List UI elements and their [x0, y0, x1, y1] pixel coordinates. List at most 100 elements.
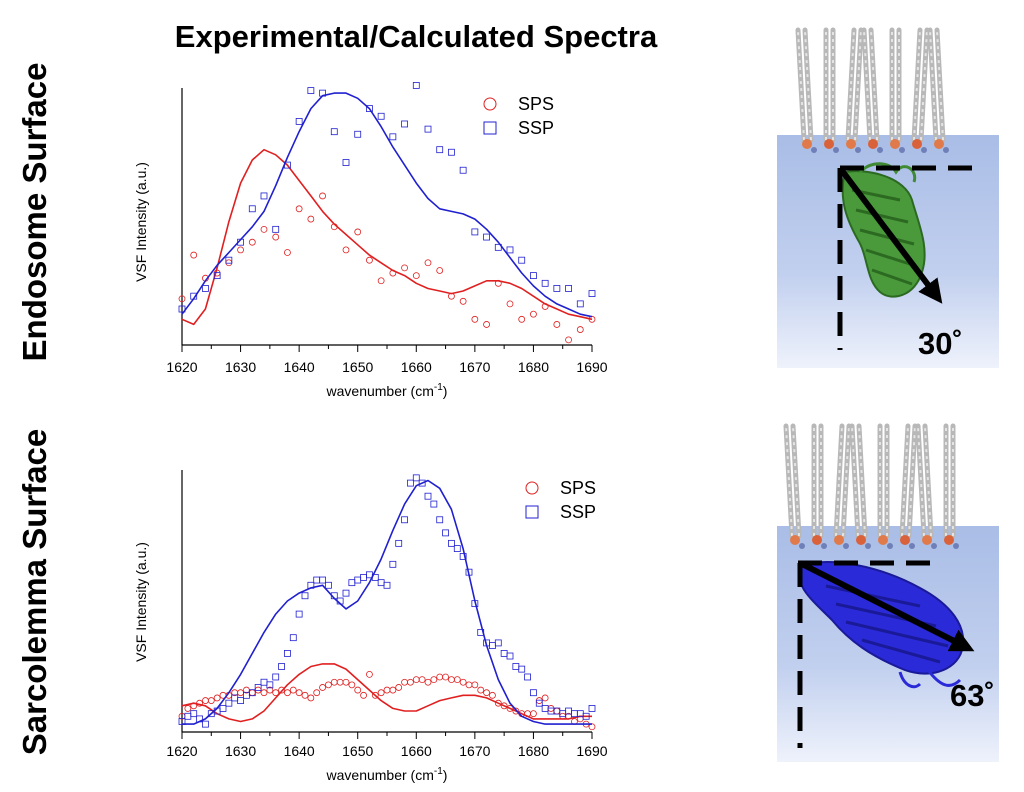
data-point-sps [336, 678, 344, 686]
data-point-ssp [489, 642, 496, 649]
lipid-headgroup [878, 535, 888, 545]
lipid-headgroup-n [921, 147, 927, 153]
legend-marker-sps [525, 481, 539, 495]
data-point-sps [295, 205, 303, 213]
legend-label-sps: SPS [518, 94, 554, 114]
data-point-sps [266, 686, 274, 694]
legend-label-ssp: SSP [518, 118, 554, 138]
data-point-sps [383, 686, 391, 694]
data-point-ssp [541, 705, 549, 712]
data-point-ssp [354, 576, 362, 584]
data-point-ssp [412, 474, 420, 482]
sarcolemma-membrane-illustration: 63˚ [777, 423, 999, 762]
data-point-sps [430, 676, 438, 683]
figure-title: Experimental/Calculated Spectra [175, 19, 658, 54]
data-point-sps [483, 321, 490, 328]
data-point-sps [389, 686, 397, 694]
data-point-sps [348, 681, 356, 689]
data-point-ssp [418, 479, 426, 487]
x-tick-label: 1630 [225, 743, 256, 759]
data-point-sps [289, 686, 297, 694]
data-point-sps [565, 336, 572, 344]
lipid-headgroup-n [887, 543, 893, 549]
data-point-ssp [401, 516, 408, 524]
lipid-tail-highlight [842, 425, 850, 537]
data-point-sps [260, 689, 268, 697]
data-point-ssp [383, 581, 391, 589]
data-point-ssp [202, 285, 209, 292]
lipid-headgroup-n [855, 147, 861, 153]
lipid-headgroup-n [943, 147, 949, 153]
data-point-sps [494, 699, 502, 707]
lipid-headgroup [868, 139, 878, 149]
data-point-ssp [506, 652, 514, 660]
data-point-ssp [342, 589, 350, 597]
data-point-ssp [307, 87, 315, 94]
data-point-sps [295, 689, 303, 697]
data-point-ssp [424, 492, 432, 500]
lipid-headgroup-n [953, 543, 959, 549]
lipid-layer-sarcolemma [783, 423, 959, 549]
lipid-tail-highlight [847, 29, 855, 141]
data-point-ssp [530, 272, 537, 280]
data-point-ssp [565, 285, 572, 292]
lipid-headgroup-n [799, 543, 805, 549]
data-point-ssp [260, 678, 268, 686]
data-point-sps [506, 705, 514, 712]
x-tick-label: 1660 [401, 743, 432, 759]
data-point-ssp [295, 118, 303, 125]
data-point-sps [436, 673, 444, 681]
orientation-arrow-sarcolemma [798, 560, 975, 652]
data-point-sps [272, 689, 280, 697]
data-point-ssp [588, 705, 596, 712]
data-point-ssp [530, 689, 537, 697]
lipid-headgroup [912, 139, 922, 149]
data-point-sps [436, 267, 444, 274]
data-point-ssp [512, 663, 520, 670]
data-point-sps [453, 676, 461, 683]
data-point-sps [366, 670, 373, 678]
data-point-ssp [202, 720, 209, 728]
lipid-headgroup-n [811, 147, 817, 153]
data-point-sps [301, 691, 309, 699]
lipid-tail-highlight [870, 29, 878, 141]
data-point-ssp [518, 256, 526, 264]
data-point-sps [448, 676, 455, 683]
x-tick-label: 1650 [342, 743, 373, 759]
data-point-ssp [500, 650, 508, 657]
data-point-sps [190, 251, 198, 259]
data-point-sps [465, 681, 473, 689]
data-point-ssp [301, 592, 309, 600]
protein-sarcolemma [797, 561, 965, 689]
data-point-ssp [518, 665, 526, 673]
data-point-ssp [248, 205, 256, 213]
data-point-sps [576, 326, 584, 333]
data-point-ssp [348, 579, 356, 587]
data-point-sps [401, 264, 408, 272]
data-point-sps [237, 246, 244, 254]
data-point-ssp [237, 697, 244, 704]
data-point-ssp [219, 705, 227, 712]
data-point-ssp [342, 159, 350, 166]
data-point-sps [237, 689, 244, 697]
data-point-ssp [448, 148, 455, 156]
legend-label-sps: SPS [560, 478, 596, 498]
data-point-sps [424, 259, 432, 267]
lipid-headgroup [944, 535, 954, 545]
x-tick-label: 1670 [459, 359, 490, 375]
data-point-sps [284, 689, 291, 697]
y-axis-label: VSF Intensity (a.u.) [133, 162, 149, 282]
data-point-ssp [442, 529, 449, 537]
data-point-sps [184, 705, 192, 712]
lipid-headgroup [856, 535, 866, 545]
data-point-ssp [494, 639, 502, 647]
data-point-ssp [430, 500, 438, 508]
x-axis-label-tail: ) [443, 767, 448, 783]
fit-line-sps [181, 148, 593, 326]
x-axis-label-main: wavenumber (cm [326, 767, 434, 783]
data-point-sps [471, 315, 479, 323]
x-tick-label: 1620 [166, 743, 197, 759]
lipid-tail-highlight [924, 425, 932, 537]
data-point-sps [395, 684, 403, 691]
